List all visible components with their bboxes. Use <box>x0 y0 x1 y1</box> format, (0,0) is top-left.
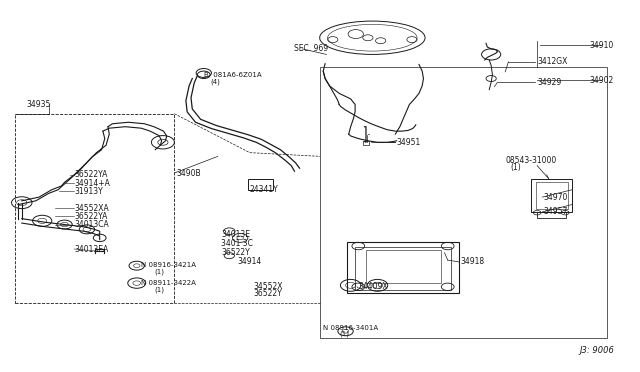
Bar <box>347 241 459 294</box>
Text: 24341Y: 24341Y <box>250 185 278 194</box>
Bar <box>536 182 568 209</box>
Text: 34013EA: 34013EA <box>74 244 108 253</box>
Text: 3401 3C: 3401 3C <box>221 239 253 248</box>
Bar <box>366 250 442 283</box>
Text: N 08911-3422A: N 08911-3422A <box>141 280 196 286</box>
Text: N 08916-3401A: N 08916-3401A <box>323 325 378 331</box>
Text: 34957: 34957 <box>543 208 568 217</box>
Text: N 08916-3421A: N 08916-3421A <box>141 262 196 268</box>
Text: (1): (1) <box>154 286 164 293</box>
Text: SEC. 969: SEC. 969 <box>294 44 328 53</box>
Text: 34902: 34902 <box>589 76 614 85</box>
Text: B  081A6-6Z01A: B 081A6-6Z01A <box>204 72 261 78</box>
Text: 34013CA: 34013CA <box>74 220 109 229</box>
Bar <box>531 179 572 212</box>
Text: 34951: 34951 <box>397 138 421 147</box>
Text: J3: 9006: J3: 9006 <box>579 346 614 355</box>
Text: 34552X: 34552X <box>253 282 282 291</box>
Text: (4): (4) <box>210 78 220 85</box>
Text: 3490B: 3490B <box>176 169 201 177</box>
Bar <box>15 114 174 303</box>
Text: 36522Y: 36522Y <box>221 248 250 257</box>
Text: 34013E: 34013E <box>221 230 250 239</box>
Bar <box>248 179 273 190</box>
Text: 3412GX: 3412GX <box>537 57 568 66</box>
Bar <box>364 141 369 145</box>
Text: (1): (1) <box>339 331 349 337</box>
Text: 34914+A: 34914+A <box>74 179 110 187</box>
Text: 34552XA: 34552XA <box>74 204 109 213</box>
Bar <box>320 67 607 338</box>
Text: 34918: 34918 <box>461 257 484 266</box>
Text: 34910: 34910 <box>589 41 614 50</box>
Text: 36522Y: 36522Y <box>253 289 282 298</box>
Text: 34935: 34935 <box>26 100 51 109</box>
Text: 34914: 34914 <box>237 257 261 266</box>
Text: 34970: 34970 <box>543 193 568 202</box>
Text: 34409X: 34409X <box>358 282 388 291</box>
Text: 08543-31000: 08543-31000 <box>505 155 556 164</box>
Text: 31913Y: 31913Y <box>74 187 103 196</box>
Bar <box>355 247 451 290</box>
Text: 34929: 34929 <box>537 78 561 87</box>
Text: 36522YA: 36522YA <box>74 212 108 221</box>
Text: (1): (1) <box>510 163 521 172</box>
Text: (1): (1) <box>154 269 164 275</box>
Text: 36522YA: 36522YA <box>74 170 108 179</box>
